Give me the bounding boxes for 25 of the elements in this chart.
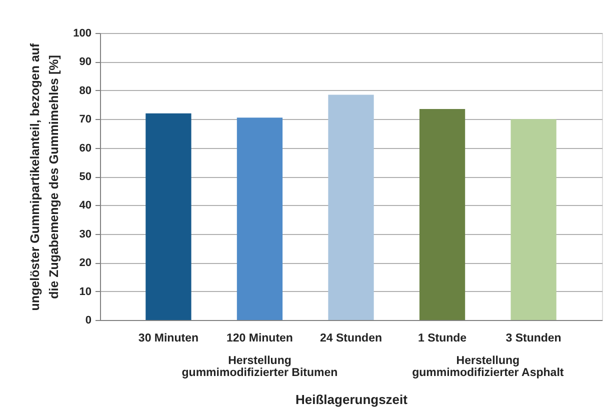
y-tick-label: 70 xyxy=(79,114,92,126)
y-tick-label: 90 xyxy=(79,56,92,68)
y-tick-label: 10 xyxy=(79,286,92,298)
y-axis-title: ungelöster Gummipartikelanteil, bezogen auf die Zugabemenge des Gummimehles [%] xyxy=(28,42,62,311)
y-tick-label: 60 xyxy=(79,142,92,154)
y-tick-label: 50 xyxy=(79,171,92,183)
y-tick-label: 0 xyxy=(85,314,92,326)
x-tick-label: 120 Minuten xyxy=(226,332,293,344)
bar xyxy=(328,94,374,320)
y-tick-label: 40 xyxy=(79,200,92,212)
x-axis-title: Heißlagerungszeit xyxy=(296,392,408,407)
bar xyxy=(510,119,556,320)
x-tick-label: 30 Minuten xyxy=(138,332,198,344)
y-tick-label: 30 xyxy=(79,228,92,240)
text: Herstellung gummimodifizierter Asphalt xyxy=(412,355,564,379)
y-tick-label: 20 xyxy=(79,257,92,270)
bar xyxy=(236,118,283,320)
y-tick-label: 100 xyxy=(73,28,92,40)
x-tick-label: 1 Stunde xyxy=(418,332,467,344)
y-tick-label: 80 xyxy=(79,84,92,97)
x-tick-label: 24 Stunden xyxy=(320,332,382,344)
text: Herstellung gummimodifizierter Bitumen xyxy=(182,355,338,379)
bar xyxy=(146,113,192,320)
bar xyxy=(419,109,466,320)
x-tick-label: 3 Stunden xyxy=(506,332,562,344)
